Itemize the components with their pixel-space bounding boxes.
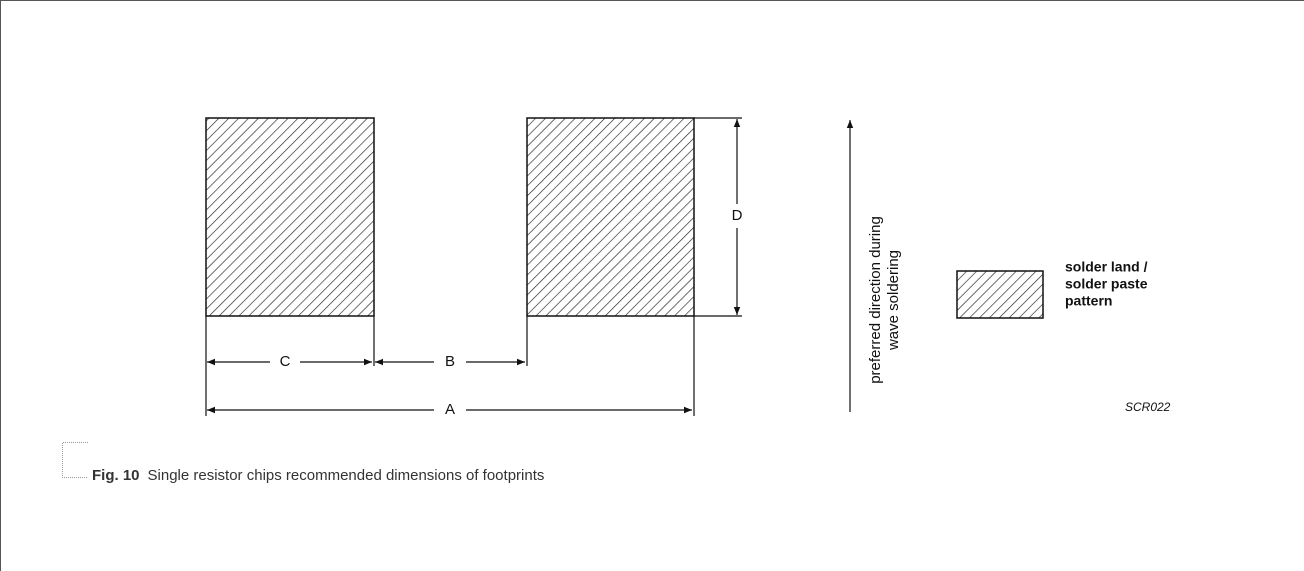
dimension-arrows (207, 119, 854, 414)
legend-text: solder paste (1065, 276, 1148, 292)
dim-label: C (280, 353, 291, 370)
caption-bracket (62, 442, 88, 478)
legend-text: solder land / (1065, 259, 1148, 275)
figure-code: SCR022 (1125, 400, 1171, 414)
caption: Fig. 10 Single resistor chips recommended… (92, 467, 544, 484)
direction-label: wave soldering (885, 250, 902, 351)
dim-label: D (732, 207, 743, 224)
caption-text: Single resistor chips recommended dimens… (148, 467, 545, 484)
pad (205, 117, 375, 317)
pad (526, 117, 695, 317)
extension-lines (205, 117, 742, 416)
dim-label: A (445, 401, 455, 418)
legend-text: pattern (1065, 293, 1112, 309)
direction-label: preferred direction during (867, 216, 884, 384)
dim-label: B (445, 353, 455, 370)
legend-swatch (956, 270, 1044, 319)
caption-label: Fig. 10 (92, 467, 140, 484)
